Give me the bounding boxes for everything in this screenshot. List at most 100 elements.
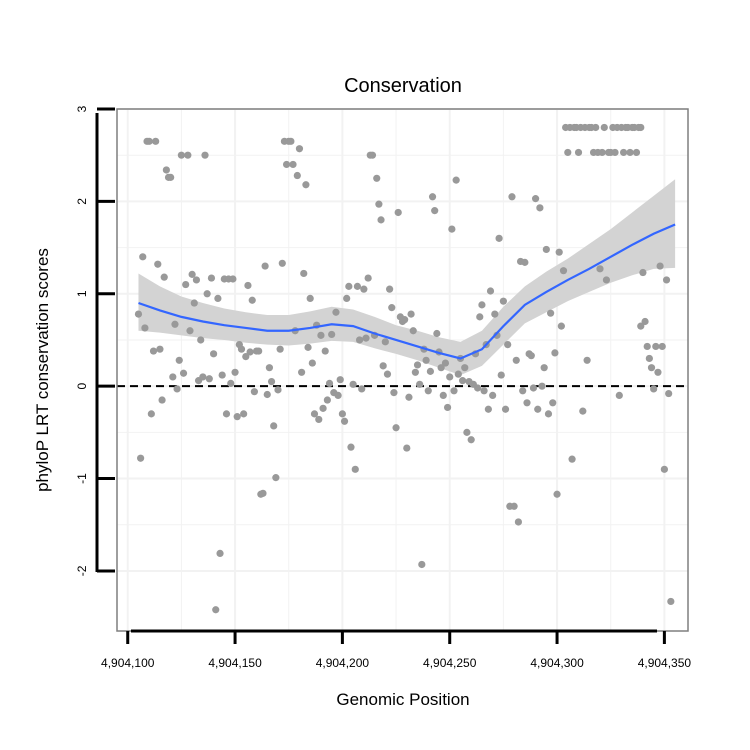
data-point [574,148,583,157]
data-point [544,410,553,418]
data-point [203,290,211,298]
data-point [351,465,359,473]
data-point [416,380,424,388]
data-point [267,377,276,386]
plot-panel [116,108,689,632]
data-point [443,403,452,412]
data-point [433,329,441,338]
data-point [360,285,368,293]
data-point [461,364,469,372]
data-point [375,200,383,208]
data-point [667,597,675,606]
data-point [134,310,143,318]
data-point [647,364,656,372]
data-point [643,342,651,351]
data-point [388,304,396,312]
data-point [497,371,505,379]
data-point [229,275,237,283]
data-point [347,443,355,451]
data-point [536,204,544,212]
data-point [173,385,181,393]
y-tick-label: 0 [75,383,89,390]
data-point [340,417,349,425]
data-point [514,518,523,526]
data-point [250,388,258,396]
x-axis: 4,904,100 4,904,150 4,904,200 4,904,250 4,90… [101,629,692,670]
data-point [583,356,591,364]
data-point [510,502,518,510]
data-point [641,317,649,326]
data-point [547,309,555,317]
y-tick-label: 2 [75,198,89,205]
data-point [407,310,415,318]
data-point [459,377,467,385]
data-point [512,356,520,364]
data-point [154,260,162,268]
data-point [645,354,653,363]
data-point [364,274,372,282]
data-point [240,410,248,418]
data-point [216,549,224,557]
data-point [300,269,308,278]
x-tick-label: 4,904,300 [530,656,584,670]
data-point [495,234,503,242]
data-point [209,350,218,358]
data-point [308,359,316,367]
data-point [527,352,535,360]
data-point [218,371,226,379]
data-point [293,171,301,180]
data-point [508,193,516,201]
data-point [186,327,194,335]
data-point [244,281,252,290]
data-point [276,345,284,353]
data-point [662,276,671,284]
data-point [306,294,314,302]
data-point [626,148,634,157]
data-point [637,322,645,330]
data-point [665,389,673,398]
data-point [190,299,198,307]
data-point [542,245,550,254]
data-point [431,207,439,215]
data-point [405,393,413,401]
data-point [158,396,166,404]
data-point [323,396,331,404]
data-point [261,262,269,270]
data-point [319,404,327,412]
y-tick-label: 1 [75,290,89,297]
data-point [540,364,548,372]
data-point [237,345,246,353]
data-point [212,606,220,614]
data-point [534,405,542,413]
data-point [413,361,422,369]
data-point [553,490,561,498]
data-point [656,262,664,270]
data-point [152,137,160,145]
data-point [620,148,628,157]
x-tick-label: 4,904,150 [208,656,262,670]
data-point [207,274,216,282]
data-point [201,151,209,159]
x-tick-label: 4,904,350 [638,656,692,670]
data-point [501,405,510,413]
data-point [519,387,527,395]
data-point [282,160,291,169]
data-point [184,151,192,159]
data-point [334,391,342,400]
data-point [343,294,351,302]
y-tick-label: -1 [75,473,89,484]
data-point [179,369,188,377]
data-point [615,391,623,400]
data-point [489,391,497,400]
data-point [424,387,432,395]
data-point [373,174,381,182]
x-tick-label: 4,904,200 [316,656,370,670]
data-point [463,428,471,436]
data-point [637,123,645,132]
data-point [486,287,495,295]
data-point [338,410,346,418]
data-point [504,340,512,349]
data-point [137,454,145,462]
data-point [596,265,604,273]
